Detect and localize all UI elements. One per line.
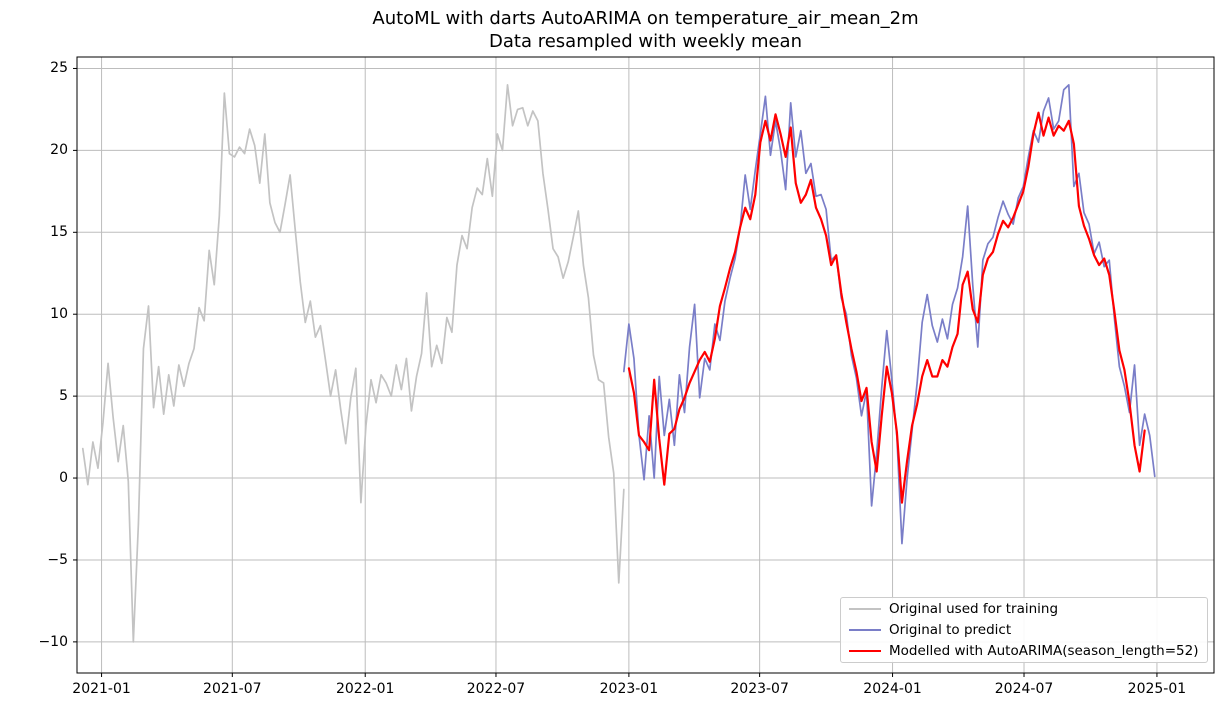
x-tick-label: 2024-01 (863, 681, 922, 697)
predict-line-swatch (849, 628, 881, 631)
chart-title-line2: Data resampled with weekly mean (489, 31, 802, 52)
legend-entry-modelled: Modelled with AutoARIMA(season_length=52… (841, 641, 1207, 662)
legend-label-predict: Original to predict (889, 621, 1012, 638)
x-tick-label: 2022-01 (335, 681, 395, 697)
x-tick-label: 2021-01 (72, 681, 131, 697)
y-tick-label: 15 (50, 224, 68, 241)
series-line-modelled-with-autoarima (627, 111, 1146, 504)
chart-title-line1: AutoML with darts AutoARIMA on temperatu… (372, 8, 919, 29)
x-tick-label: 2023-07 (730, 681, 789, 697)
training-line-swatch (849, 607, 881, 610)
x-tick-label: 2022-07 (466, 681, 526, 697)
y-tick-label: 20 (50, 142, 68, 159)
legend: Original used for training Original to p… (840, 597, 1208, 663)
modelled-line-swatch (849, 650, 881, 653)
x-tick-label: 2025-01 (1127, 681, 1187, 697)
x-tick-label: 2023-01 (599, 681, 659, 697)
y-tick-label: 10 (50, 306, 68, 323)
legend-entry-predict: Original to predict (841, 619, 1207, 640)
y-tick-label: −10 (38, 633, 68, 650)
series-line-original-used-for-training (81, 83, 625, 643)
x-tick-label: 2024-07 (994, 681, 1054, 697)
legend-entry-training: Original used for training (841, 598, 1207, 619)
x-tick-label: 2021-07 (203, 681, 262, 697)
y-tick-label: 5 (59, 388, 68, 405)
y-tick-label: 0 (59, 470, 68, 487)
y-tick-label: 25 (50, 60, 68, 77)
plot-area-spines (76, 56, 1215, 674)
legend-label-training: Original used for training (889, 600, 1059, 617)
y-tick-label: −5 (47, 551, 68, 568)
legend-label-modelled: Modelled with AutoARIMA(season_length=52… (889, 643, 1199, 660)
